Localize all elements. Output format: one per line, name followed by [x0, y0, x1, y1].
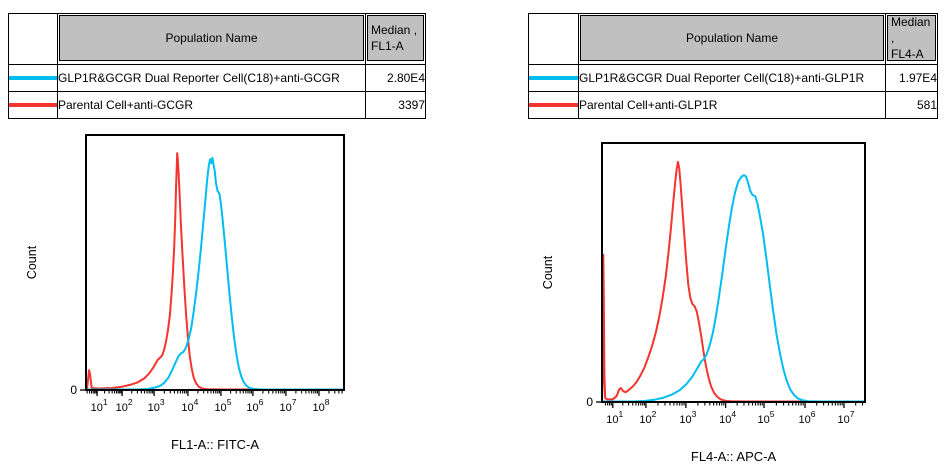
curve-parental: [602, 160, 865, 402]
series-swatch-blue: [529, 76, 578, 80]
x-tick-label: 103: [148, 397, 165, 414]
x-axis-title: FL1-A:: FITC-A: [171, 437, 259, 452]
swatch-column-header: [8, 13, 58, 65]
population-name: GLP1R&GCGR Dual Reporter Cell(C18)+anti-…: [57, 64, 366, 92]
series-swatch-red: [9, 103, 57, 107]
population-column-header: Population Name: [57, 13, 366, 65]
x-tick-label: 101: [606, 409, 623, 426]
table-row: GLP1R&GCGR Dual Reporter Cell(C18)+anti-…: [8, 64, 426, 92]
curve-dual-reporter: [602, 174, 865, 402]
population-column-header: Population Name: [578, 13, 886, 65]
x-tick-label: 104: [181, 397, 198, 414]
table-header-row: Population Name Median , FL1-A: [8, 13, 426, 65]
x-tick-label: 106: [246, 397, 263, 414]
population-header-label: Population Name: [580, 15, 884, 61]
median-column-header: Median , FL1-A: [365, 13, 426, 65]
median-header-line2: FL1-A: [371, 39, 404, 53]
y-axis-title: Count: [25, 245, 39, 279]
median-value: 581: [885, 91, 938, 119]
series-swatch-red: [529, 103, 578, 107]
population-name: GLP1R&GCGR Dual Reporter Cell(C18)+anti-…: [578, 64, 886, 92]
y-axis-title: Count: [541, 255, 555, 289]
series-swatch-blue: [9, 76, 57, 80]
median-header-line1: Median ,: [891, 15, 931, 45]
population-header-label: Population Name: [59, 15, 364, 61]
table-header-row: Population Name Median , FL4-A: [528, 13, 938, 65]
table-row: GLP1R&GCGR Dual Reporter Cell(C18)+anti-…: [528, 64, 938, 92]
x-axis-title: FL4-A:: APC-A: [691, 449, 777, 464]
median-header-line2: FL4-A: [891, 47, 924, 61]
stats-table-fl4: Population Name Median , FL4-A GLP1R&GCG…: [528, 13, 938, 119]
population-name: Parental Cell+anti-GCGR: [57, 91, 366, 119]
median-header-line1: Median ,: [371, 23, 418, 37]
median-value: 3397: [365, 91, 426, 119]
curve-parental: [86, 152, 344, 390]
x-tick-label: 108: [312, 397, 329, 414]
stats-table-fl1: Population Name Median , FL1-A GLP1R&GCG…: [8, 13, 426, 119]
x-tick-label: 106: [799, 409, 816, 426]
x-tick-label: 105: [758, 409, 775, 426]
plot-border: [601, 142, 866, 403]
x-tick-label: 103: [679, 409, 696, 426]
table-row: Parental Cell+anti-GCGR 3397: [8, 91, 426, 119]
x-tick-label: 105: [214, 397, 231, 414]
y-zero-label: 0: [586, 395, 593, 409]
x-tick-label: 104: [719, 409, 736, 426]
x-tick-label: 102: [116, 397, 133, 414]
swatch-column-header: [528, 13, 579, 65]
x-tick-label: 101: [91, 397, 108, 414]
x-tick-label: 102: [639, 409, 656, 426]
y-zero-label: 0: [70, 383, 77, 397]
x-tick-label: 107: [279, 397, 296, 414]
population-name: Parental Cell+anti-GLP1R: [578, 91, 886, 119]
median-value: 1.97E4: [885, 64, 938, 92]
median-column-header: Median , FL4-A: [885, 13, 938, 65]
plot-border: [85, 134, 345, 391]
table-row: Parental Cell+anti-GLP1R 581: [528, 91, 938, 119]
x-tick-label: 107: [837, 409, 854, 426]
median-value: 2.80E4: [365, 64, 426, 92]
curve-dual-reporter: [86, 156, 344, 390]
